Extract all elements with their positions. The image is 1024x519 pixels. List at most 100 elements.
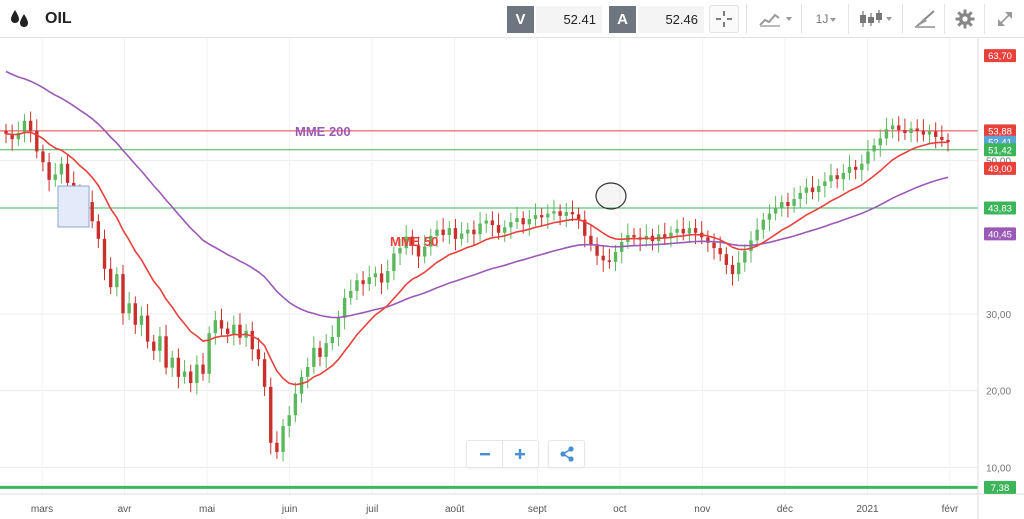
candle-body bbox=[933, 131, 938, 137]
candle bbox=[133, 296, 137, 334]
candle bbox=[213, 310, 218, 345]
candle bbox=[552, 199, 556, 221]
crosshair-button[interactable] bbox=[709, 5, 739, 33]
candle bbox=[743, 244, 747, 272]
x-tick-label: mars bbox=[31, 504, 53, 515]
candle bbox=[693, 218, 698, 245]
candle-body bbox=[466, 229, 470, 234]
candle-body bbox=[736, 262, 741, 275]
interval-button[interactable]: 1J bbox=[810, 5, 844, 33]
candle-body bbox=[386, 271, 390, 283]
candle-body bbox=[225, 328, 230, 334]
drawing-tools-button[interactable] bbox=[910, 5, 940, 33]
candle bbox=[663, 222, 667, 245]
chart-grid bbox=[0, 38, 978, 494]
candle-body bbox=[213, 320, 218, 334]
candle-body bbox=[459, 233, 464, 239]
candle-body bbox=[398, 248, 402, 254]
candle bbox=[195, 355, 199, 395]
candle bbox=[225, 321, 230, 344]
buy-price[interactable]: 52.46 bbox=[638, 6, 704, 33]
candle bbox=[207, 326, 211, 383]
candle-body bbox=[478, 223, 482, 235]
candle bbox=[404, 225, 408, 255]
candle-body bbox=[121, 274, 125, 314]
candle bbox=[275, 431, 279, 459]
candle bbox=[90, 190, 94, 229]
candle bbox=[503, 220, 507, 242]
candle-body bbox=[909, 128, 913, 134]
settings-button[interactable] bbox=[950, 5, 980, 33]
share-button[interactable] bbox=[549, 441, 584, 467]
candle bbox=[484, 213, 488, 233]
candle-body bbox=[275, 442, 279, 452]
candle bbox=[201, 353, 205, 381]
candle bbox=[416, 236, 421, 268]
candle-body bbox=[509, 222, 513, 228]
candle bbox=[644, 224, 649, 247]
candle bbox=[847, 155, 852, 180]
candle bbox=[884, 117, 889, 146]
oil-drop-icon bbox=[11, 10, 28, 27]
candle bbox=[780, 195, 784, 217]
candle bbox=[632, 228, 636, 247]
zoom-in-button[interactable] bbox=[502, 441, 537, 467]
x-tick-label: déc bbox=[777, 504, 793, 515]
buy-badge[interactable]: A bbox=[609, 6, 636, 33]
candle-body bbox=[921, 130, 926, 135]
candle bbox=[804, 178, 809, 205]
candle-body bbox=[361, 280, 365, 285]
candle-body bbox=[817, 185, 821, 193]
interval-label: 1J bbox=[815, 12, 829, 26]
sell-badge[interactable]: V bbox=[507, 6, 534, 33]
share-control bbox=[548, 440, 585, 468]
candle bbox=[466, 222, 470, 243]
candle bbox=[102, 229, 107, 281]
candle-body bbox=[798, 192, 802, 199]
candle bbox=[435, 220, 439, 248]
candle-body bbox=[176, 357, 181, 377]
candle bbox=[595, 237, 599, 265]
candle bbox=[755, 218, 759, 248]
sell-price[interactable]: 52.41 bbox=[536, 6, 602, 33]
candle-body bbox=[884, 129, 889, 139]
candle-body bbox=[232, 324, 236, 334]
candle-body bbox=[410, 236, 415, 246]
candle-body bbox=[940, 136, 944, 140]
candle-body bbox=[373, 273, 378, 278]
candle bbox=[139, 306, 144, 337]
candle-body bbox=[546, 213, 550, 218]
chart-type-button[interactable] bbox=[756, 5, 796, 33]
price-badge-bg bbox=[984, 227, 1016, 241]
candle-body bbox=[533, 215, 538, 219]
candle bbox=[22, 113, 27, 143]
candle-body bbox=[379, 273, 384, 283]
candle-body bbox=[318, 347, 322, 357]
fullscreen-button[interactable] bbox=[990, 5, 1020, 33]
candle bbox=[527, 209, 532, 236]
candle-body bbox=[299, 376, 304, 394]
zoom-out-button[interactable] bbox=[467, 441, 502, 467]
candle bbox=[386, 259, 390, 290]
candle-body bbox=[761, 219, 765, 230]
candle bbox=[921, 119, 926, 142]
candle-body bbox=[22, 120, 27, 134]
candle-body bbox=[835, 175, 839, 180]
candle bbox=[28, 111, 33, 143]
candle-body bbox=[201, 364, 205, 374]
candle bbox=[41, 144, 45, 172]
candle-body bbox=[823, 181, 827, 186]
candle bbox=[675, 219, 679, 245]
candle bbox=[281, 419, 285, 462]
candle-body bbox=[570, 212, 575, 215]
candle bbox=[459, 222, 464, 246]
candle-body bbox=[829, 175, 833, 182]
candle bbox=[336, 310, 341, 347]
toolbar: OIL V 52.41 A 52.46 1J bbox=[0, 0, 1024, 38]
candle-body bbox=[355, 280, 359, 291]
candlestick-button[interactable] bbox=[856, 5, 896, 33]
candle bbox=[441, 218, 445, 242]
candle bbox=[940, 125, 944, 147]
